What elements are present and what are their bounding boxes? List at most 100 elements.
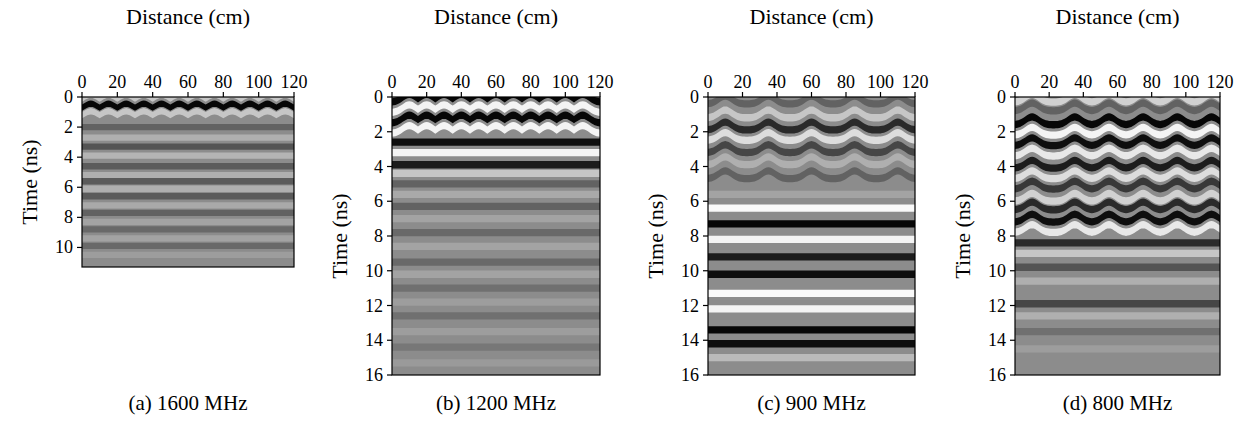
x-tick-label: 40	[1074, 72, 1092, 92]
x-tick-label: 120	[587, 72, 614, 92]
reflection-band	[392, 298, 600, 305]
reflection-band	[82, 144, 294, 150]
y-tick-label: 6	[997, 191, 1006, 211]
reflection-band	[392, 191, 600, 198]
panel: 0204060801001200246810121416Distance (cm…	[327, 4, 614, 415]
y-tick-label: 4	[690, 157, 699, 177]
x-tick	[845, 92, 846, 97]
x-tick	[1151, 92, 1152, 97]
reflection-band	[1015, 190, 1220, 205]
background	[82, 97, 294, 267]
y-tick	[1010, 270, 1015, 271]
y-tick	[77, 126, 82, 127]
y-tick-label: 0	[997, 87, 1006, 107]
x-tick-label: 0	[1011, 72, 1020, 92]
y-tick	[703, 270, 708, 271]
reflection-band	[1015, 167, 1220, 182]
y-tick-label: 12	[988, 296, 1006, 316]
y-tick	[387, 166, 392, 167]
y-tick	[387, 96, 392, 97]
figure: 0204060801001200246810Distance (cm)Time …	[0, 0, 1253, 422]
reflection-band	[392, 312, 600, 319]
frame	[82, 97, 294, 267]
reflection-band	[708, 97, 915, 108]
y-tick-label: 4	[374, 157, 383, 177]
reflection-band	[82, 97, 294, 102]
plot-area	[82, 97, 294, 267]
y-tick-label: 14	[988, 330, 1006, 350]
reflection-band	[708, 271, 915, 278]
reflection-band	[82, 163, 294, 169]
y-tick	[387, 374, 392, 375]
reflection-band	[708, 340, 915, 347]
reflection-band	[1015, 211, 1220, 226]
x-tick	[1049, 92, 1050, 97]
x-tick-label: 80	[214, 72, 232, 92]
x-tick	[1014, 92, 1015, 97]
x-tick-label: 80	[837, 72, 855, 92]
x-tick	[152, 92, 153, 97]
reflection-band	[392, 359, 600, 366]
x-tick-label: 40	[144, 72, 162, 92]
y-tick-label: 8	[374, 226, 383, 246]
background	[392, 97, 600, 375]
reflection-band	[82, 172, 294, 178]
x-tick	[1185, 92, 1186, 97]
reflection-band	[82, 101, 294, 111]
x-tick-label: 120	[902, 72, 929, 92]
reflection-band	[1015, 157, 1220, 172]
x-tick	[258, 92, 259, 97]
plot-area	[1015, 97, 1220, 375]
reflection-band	[392, 170, 600, 177]
reflection-band	[82, 210, 294, 216]
y-tick	[703, 374, 708, 375]
panel: 0204060801001200246810121416Distance (cm…	[950, 4, 1234, 415]
y-tick	[77, 217, 82, 218]
x-tick-label: 80	[1143, 72, 1161, 92]
x-tick	[914, 92, 915, 97]
reflection-band	[392, 243, 600, 250]
x-axis-title: Distance (cm)	[126, 4, 250, 29]
reflection-band	[82, 186, 294, 192]
x-tick	[223, 92, 224, 97]
y-tick-label: 12	[365, 296, 383, 316]
y-axis-title: Time (ns)	[17, 139, 42, 224]
reflection-band	[1015, 328, 1220, 335]
frame	[392, 97, 600, 375]
panel-title: (a) 1600 MHz	[129, 391, 248, 415]
reflection-band	[1015, 145, 1220, 160]
x-tick	[117, 92, 118, 97]
reflection-band	[392, 139, 600, 146]
y-tick	[1010, 131, 1015, 132]
reflection-band	[392, 180, 600, 187]
reflection-band	[82, 243, 294, 249]
x-tick	[81, 92, 82, 97]
x-axis-title: Distance (cm)	[750, 4, 874, 29]
x-tick-label: 20	[734, 72, 752, 92]
reflection-band	[392, 229, 600, 236]
y-tick-label: 14	[365, 330, 383, 350]
reflection-band	[1015, 345, 1220, 352]
x-tick-label: 60	[803, 72, 821, 92]
y-tick-label: 2	[690, 122, 699, 142]
reflection-band	[708, 354, 915, 361]
y-tick-label: 0	[64, 87, 73, 107]
reflection-band	[708, 253, 915, 260]
reflection-band	[392, 258, 600, 265]
x-axis-title: Distance (cm)	[1056, 4, 1180, 29]
reflection-band	[1015, 264, 1220, 271]
y-tick	[387, 131, 392, 132]
reflection-band	[708, 205, 915, 212]
y-tick	[1010, 305, 1015, 306]
y-tick-label: 8	[690, 226, 699, 246]
y-tick-label: 16	[365, 365, 383, 385]
reflection-band	[392, 344, 600, 351]
reflection-band	[1015, 134, 1220, 149]
panel: 0204060801001200246810Distance (cm)Time …	[17, 4, 308, 415]
y-tick-label: 10	[988, 261, 1006, 281]
reflection-band	[708, 153, 915, 168]
reflection-band	[392, 215, 600, 222]
x-tick	[426, 92, 427, 97]
reflection-band	[708, 305, 915, 312]
y-tick-label: 4	[64, 147, 73, 167]
